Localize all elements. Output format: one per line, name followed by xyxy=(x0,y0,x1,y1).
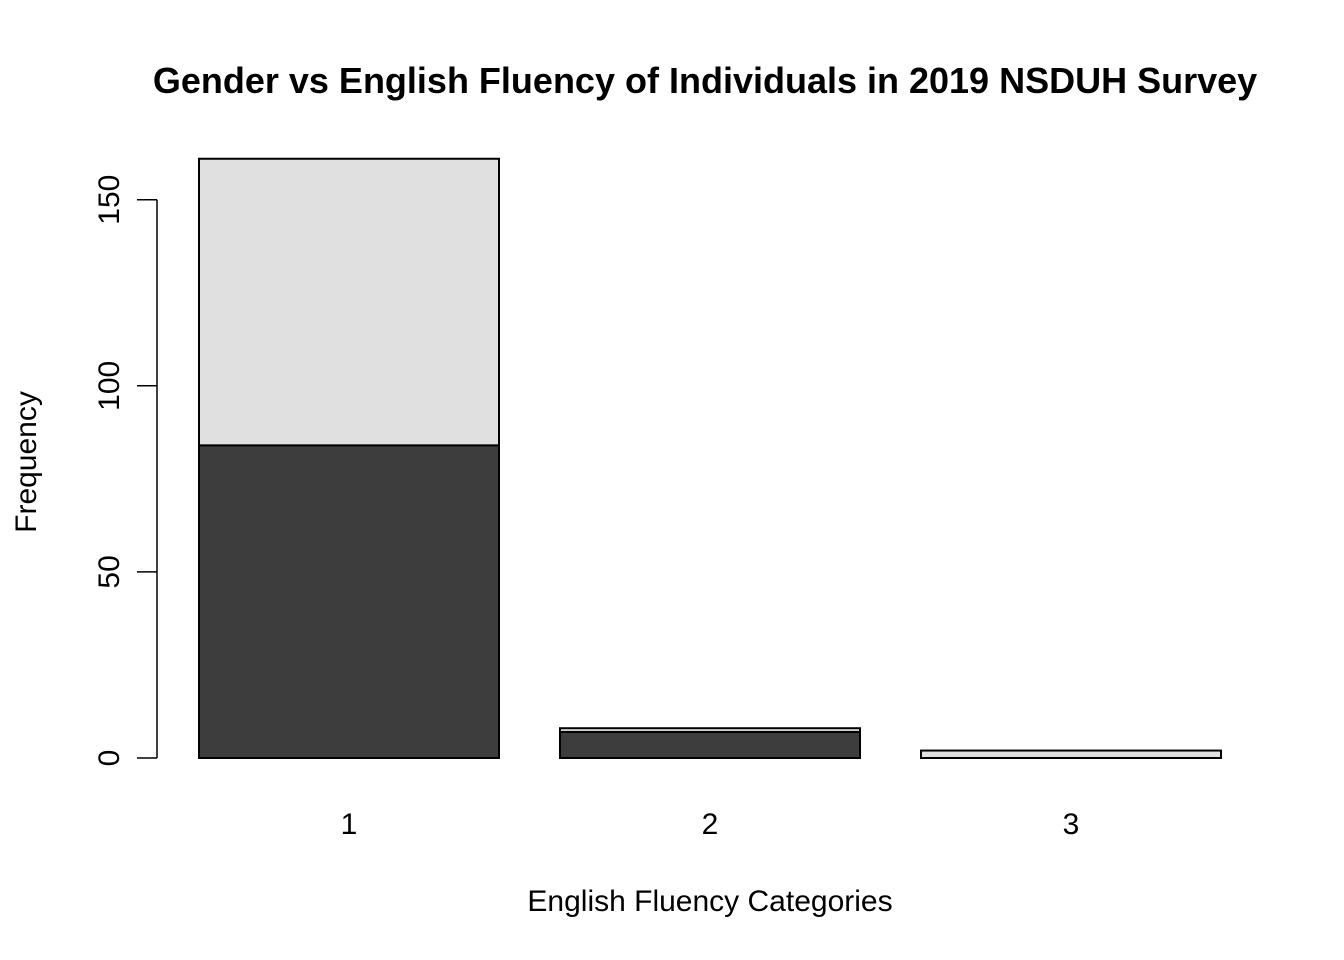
y-axis-label: Frequency xyxy=(10,391,43,533)
bar-segment-1-series-1 xyxy=(198,444,500,759)
y-axis: 0 50 100 150 xyxy=(93,175,158,767)
y-tick-label: 50 xyxy=(93,555,126,588)
x-tick-label: 1 xyxy=(341,808,358,841)
chart-title: Gender vs English Fluency of Individuals… xyxy=(153,60,1257,101)
x-tick-label: 2 xyxy=(702,808,719,841)
bar-segment-1-series-2 xyxy=(198,157,500,447)
bars xyxy=(198,157,1222,760)
x-tick-label: 3 xyxy=(1063,808,1080,841)
x-axis-label: English Fluency Categories xyxy=(527,885,892,918)
y-tick-label: 100 xyxy=(93,361,126,411)
bar-segment-2-series-2 xyxy=(559,727,861,733)
y-tick-label: 150 xyxy=(93,175,126,225)
bar-segment-3-series-2 xyxy=(920,749,1222,760)
y-tick-label: 0 xyxy=(93,750,126,767)
bar-segment-2-series-1 xyxy=(559,730,861,759)
x-tick-labels: 1 2 3 xyxy=(341,808,1080,841)
